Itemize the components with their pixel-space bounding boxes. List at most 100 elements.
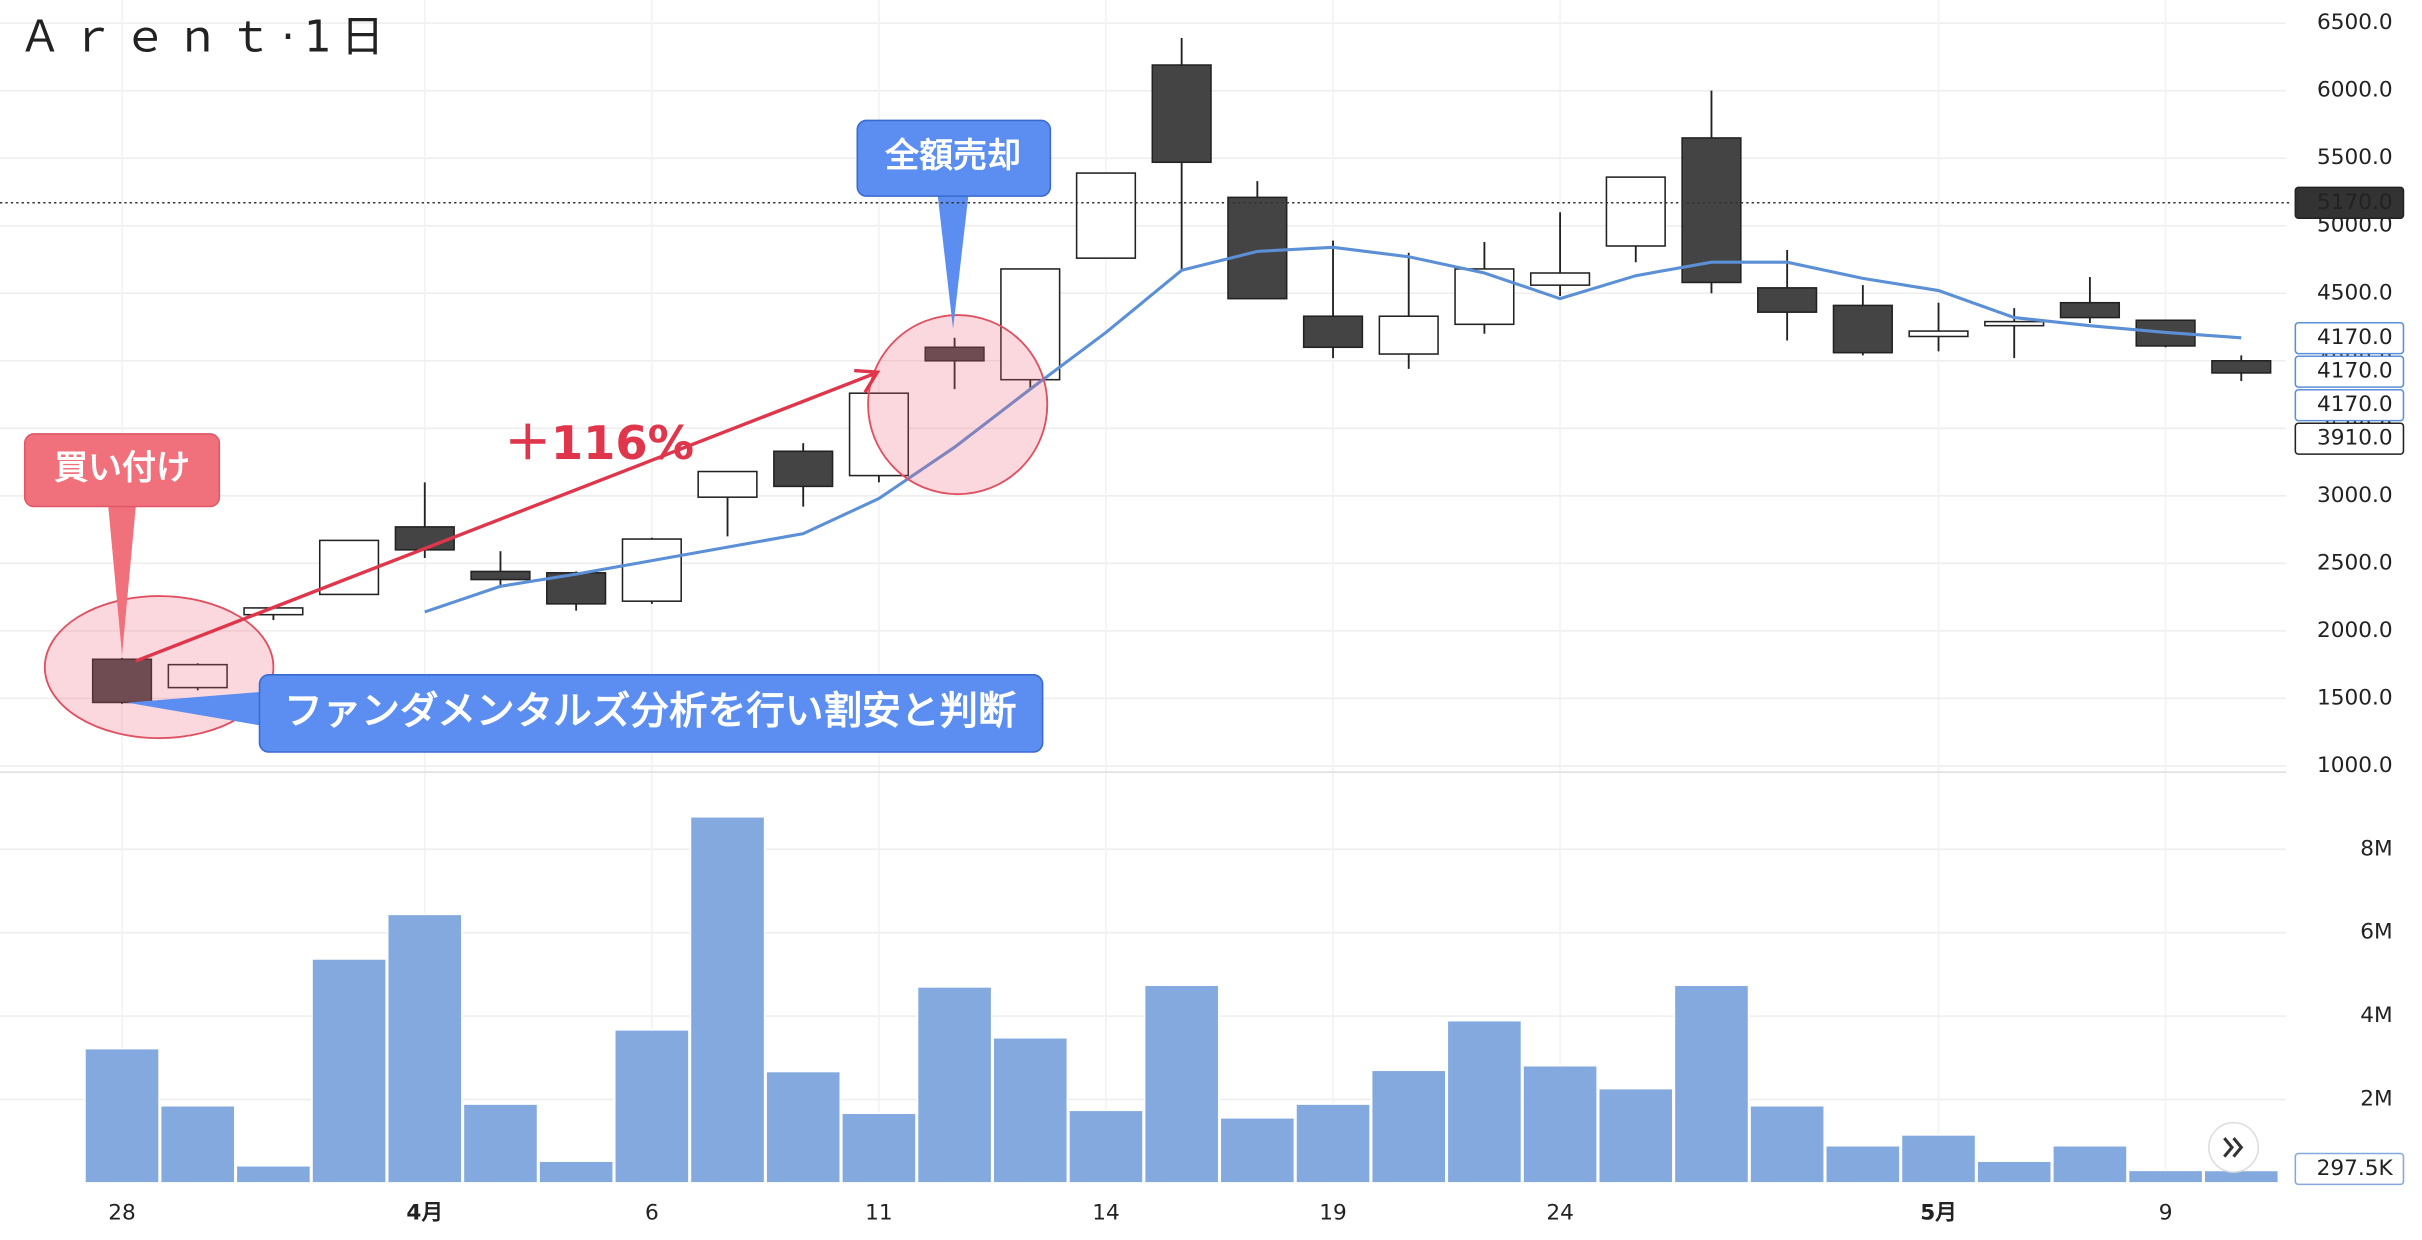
sell-label: 全額売却 [884,136,1021,176]
buy-callout [23,433,221,508]
candle-body [848,392,910,477]
candle-body [1378,315,1439,355]
x-tick-label: 4月 [406,1201,443,1226]
volume-bar [538,1160,614,1184]
volume-bar [1976,1160,2053,1184]
volume-tick-label: 2M [2360,1086,2392,1111]
volume-bar [2127,1169,2204,1184]
y-tick-label: 6500.0 [2317,10,2393,35]
grid [0,0,2287,1183]
candle-body [1832,304,1893,354]
volume-bar [765,1070,842,1184]
candle-body [1000,268,1061,381]
y-tick-label: 4500.0 [2317,280,2393,305]
reason-callout [258,674,1044,753]
volume-bar [1673,984,1750,1184]
volume-bar [1219,1117,1296,1184]
volume-tick-label: 8M [2360,836,2392,861]
candle-body [394,526,455,551]
moving-average [424,245,2242,614]
candle-body [91,658,153,704]
x-tick-label: 11 [865,1201,893,1226]
volume-tick-label: 6M [2360,920,2392,945]
volume-bar [1597,1087,1674,1184]
x-tick-label: 5月 [1920,1201,1957,1226]
buy-label: 買い付け [54,448,190,488]
y-tick-label: 1000.0 [2317,753,2393,778]
candle-body [1529,272,1591,286]
price-label: 4170.0 [2317,325,2393,350]
x-tick-label: 9 [2159,1201,2173,1226]
reason-label: ファンダメンタルズ分析を行い割安と判断 [284,689,1017,734]
volume-bar [84,1047,160,1184]
volume-bar [1370,1069,1447,1184]
volume-bar [462,1103,539,1184]
candle-body [1151,64,1212,164]
candle-body [1302,315,1364,349]
volume-bar [916,986,993,1184]
annotations: ＋116% 買い付け 全額売却 ファンダメンタルズ分析を行い割安と判断 [23,119,1052,753]
volume-bar [1143,984,1220,1184]
sell-highlight [867,314,1049,496]
x-tick-label: 24 [1546,1201,1574,1226]
candle-body [1454,268,1515,326]
candle-body [2211,360,2272,374]
price-label: 5170.0 [2317,190,2393,215]
volume-bar [159,1104,236,1184]
candle-body [1984,320,2045,327]
y-tick-label: 6000.0 [2317,78,2393,103]
volume-label-box [2294,1152,2405,1186]
y-tick-label: 1500.0 [2317,685,2393,710]
volume-tick-label: 4M [2360,1003,2392,1028]
scroll-button-icon[interactable] [2223,1137,2244,1158]
y-tick-label: 2500.0 [2317,550,2393,575]
candle-body [773,450,834,488]
y-tick-label: 3000.0 [2317,483,2393,508]
candle-body [1227,196,1288,300]
scroll-button[interactable] [2208,1121,2260,1173]
volume-bar [2052,1144,2128,1184]
candle-body [1681,137,1742,284]
candle-body [924,346,985,362]
price-label-box [2294,355,2405,388]
x-tick-label: 14 [1092,1201,1120,1226]
price-label: 4170.0 [2317,359,2393,384]
candle-body [2059,301,2121,319]
volume-bar [613,1029,690,1184]
candle-body [621,538,682,602]
candle-body [1757,287,1818,313]
volume-bar [992,1036,1069,1184]
volume-bar [1900,1134,1977,1184]
candle-body [1605,176,1666,247]
volume-bar [689,816,766,1184]
volume-bar [1295,1103,1371,1184]
x-tick-label: 19 [1319,1201,1347,1226]
price-label: 3910.0 [2317,426,2393,451]
price-label-box [2294,388,2405,422]
chart-title: Ａｒｅｎｔ·1日 [19,13,394,63]
sell-pointer [937,194,969,329]
marks [84,38,2280,1184]
price-label: 4170.0 [2317,392,2393,417]
x-tick-label: 6 [645,1201,659,1226]
buy-pointer [108,504,136,655]
reason-pointer [126,691,263,726]
volume-bar [1446,1019,1523,1184]
candle-body [697,470,758,498]
y-tick-label: 5500.0 [2317,145,2393,170]
candle-body [167,663,228,689]
gain-arrow-head [854,368,881,394]
y-tick-label: 2000.0 [2317,618,2393,643]
candle-body [1908,330,1969,338]
price-label-box [2294,422,2405,455]
volume-bar [235,1164,312,1184]
volume-bar [1522,1064,1598,1184]
volume-bar [841,1112,917,1184]
price-label-box [2294,321,2405,355]
price-label-box [2294,186,2405,219]
x-tick-label: 28 [108,1201,136,1226]
volume-bar [2203,1169,2280,1184]
volume-bar [1749,1104,1825,1184]
